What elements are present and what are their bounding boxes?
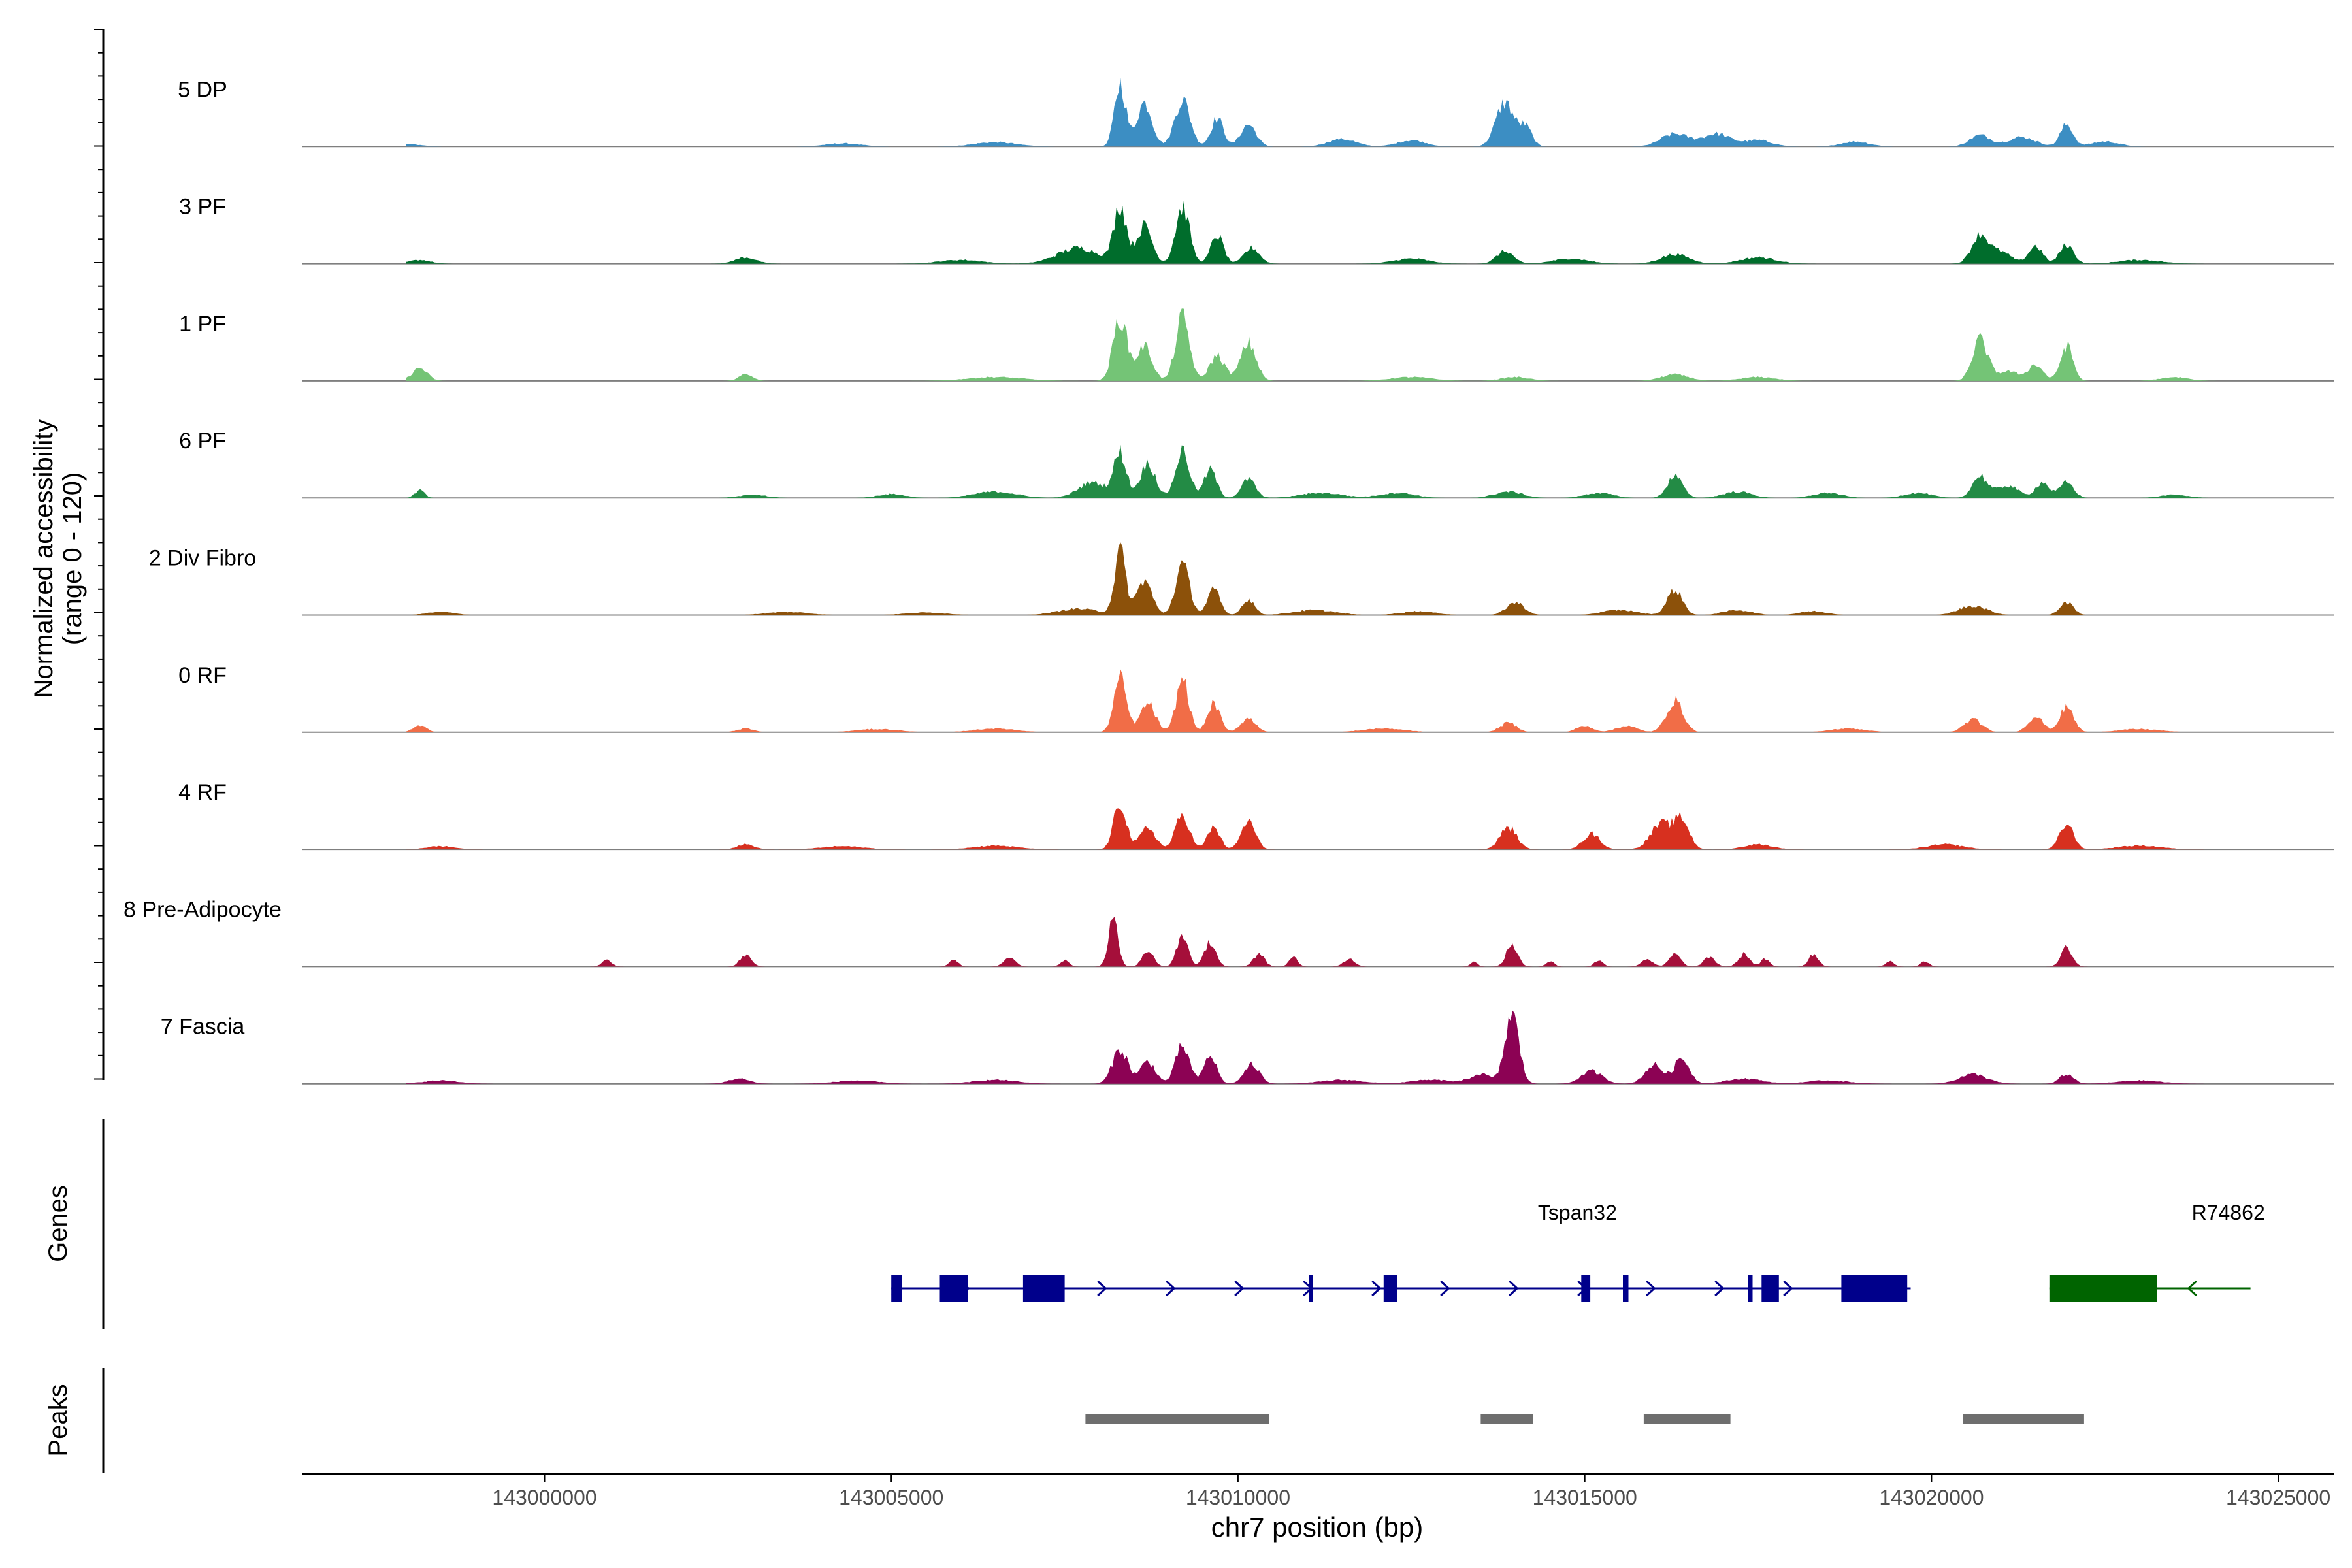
track-2-div-fibro: 2 Div Fibro — [149, 542, 2334, 616]
exon — [1383, 1275, 1397, 1302]
track-label: 1 PF — [179, 312, 226, 336]
exon — [891, 1275, 902, 1302]
exon — [1022, 1275, 1065, 1302]
track-label: 4 RF — [178, 780, 227, 805]
x-axis-ticks: 143000000 143005000 143010000 143015000 1430… — [492, 1474, 2330, 1509]
exon — [1581, 1275, 1591, 1302]
track-5-dp: 5 DP — [178, 77, 2334, 148]
track-8-pre-adipocyte: 8 Pre-Adipocyte — [123, 897, 2334, 968]
exon — [1841, 1275, 1908, 1302]
gene-label: Tspan32 — [1538, 1201, 1617, 1224]
coverage-area — [406, 201, 2244, 264]
coverage-tracks: 5 DP 3 PF 1 PF 6 PF 2 Div Fibro 0 RF 4 RF 8 Pre… — [123, 77, 2334, 1085]
track-label: 7 Fascia — [161, 1015, 245, 1039]
gene-models: Tspan32 R74862 — [891, 1201, 2265, 1302]
exon — [1748, 1275, 1753, 1302]
track-label: 2 Div Fibro — [149, 546, 256, 571]
x-tick-label: 143020000 — [1879, 1486, 1984, 1509]
coverage-area — [406, 444, 2244, 498]
strand-arrow — [1714, 1280, 1725, 1297]
coverage-area — [406, 308, 2244, 381]
strand-arrow — [1509, 1280, 1519, 1297]
coverage-y-axis-range-label: (range 0 - 120) — [58, 472, 87, 645]
track-label: 6 PF — [179, 429, 226, 453]
x-axis: 143000000 143005000 143010000 143015000 1430… — [302, 1473, 2334, 1543]
exon — [1761, 1275, 1779, 1302]
peaks-panel: Peaks — [44, 1368, 2084, 1473]
x-tick-label: 143025000 — [2226, 1486, 2330, 1509]
strand-arrow — [1646, 1280, 1656, 1297]
gene-r74862: R74862 — [2049, 1201, 2265, 1302]
x-tick-label: 143000000 — [492, 1486, 596, 1509]
exon — [1309, 1275, 1313, 1302]
strand-arrow — [1783, 1280, 1793, 1297]
genes-panel: Genes Tspan32 R74862 — [44, 1119, 2265, 1329]
gene-tspan32: Tspan32 — [891, 1201, 1911, 1302]
track-7-fascia: 7 Fascia — [161, 1010, 2334, 1085]
track-3-pf: 3 PF — [179, 195, 2334, 265]
track-label: 3 PF — [179, 195, 226, 220]
strand-arrow — [2187, 1280, 2197, 1297]
exon — [1623, 1275, 1629, 1302]
track-1-pf: 1 PF — [179, 308, 2334, 382]
coverage-panel: Normalized accessibility (range 0 - 120)… — [29, 29, 2334, 1085]
track-4-rf: 4 RF — [178, 780, 2334, 851]
peak-ranges — [1085, 1414, 2084, 1424]
track-label: 8 Pre-Adipocyte — [123, 897, 282, 922]
exon — [2049, 1275, 2157, 1302]
coverage-area — [406, 669, 2244, 732]
strand-arrow — [1440, 1280, 1450, 1297]
strand-arrow — [1166, 1280, 1176, 1297]
track-label: 0 RF — [178, 663, 227, 688]
exon — [939, 1275, 968, 1302]
peaks-axis-label: Peaks — [44, 1384, 73, 1456]
peak-range — [1963, 1414, 2084, 1424]
gene-label: R74862 — [2192, 1201, 2265, 1224]
coverage-area — [406, 917, 2244, 967]
x-tick-label: 143005000 — [839, 1486, 943, 1509]
peak-range — [1480, 1414, 1533, 1424]
track-0-rf: 0 RF — [178, 663, 2334, 733]
x-tick-label: 143015000 — [1533, 1486, 1637, 1509]
coverage-y-ticks — [94, 29, 103, 1080]
strand-arrow — [1234, 1280, 1245, 1297]
x-axis-title: chr7 position (bp) — [1211, 1512, 1424, 1543]
coverage-area — [406, 78, 2244, 147]
peak-range — [1085, 1414, 1269, 1424]
strand-arrow — [1371, 1280, 1382, 1297]
coverage-y-axis-label: Normalized accessibility — [29, 419, 58, 698]
track-label: 5 DP — [178, 77, 227, 102]
genes-axis-label: Genes — [44, 1185, 73, 1262]
x-tick-label: 143010000 — [1186, 1486, 1290, 1509]
strand-arrow — [1097, 1280, 1107, 1297]
track-6-pf: 6 PF — [179, 429, 2334, 499]
peak-range — [1643, 1414, 1731, 1424]
coverage-area — [406, 808, 2244, 850]
